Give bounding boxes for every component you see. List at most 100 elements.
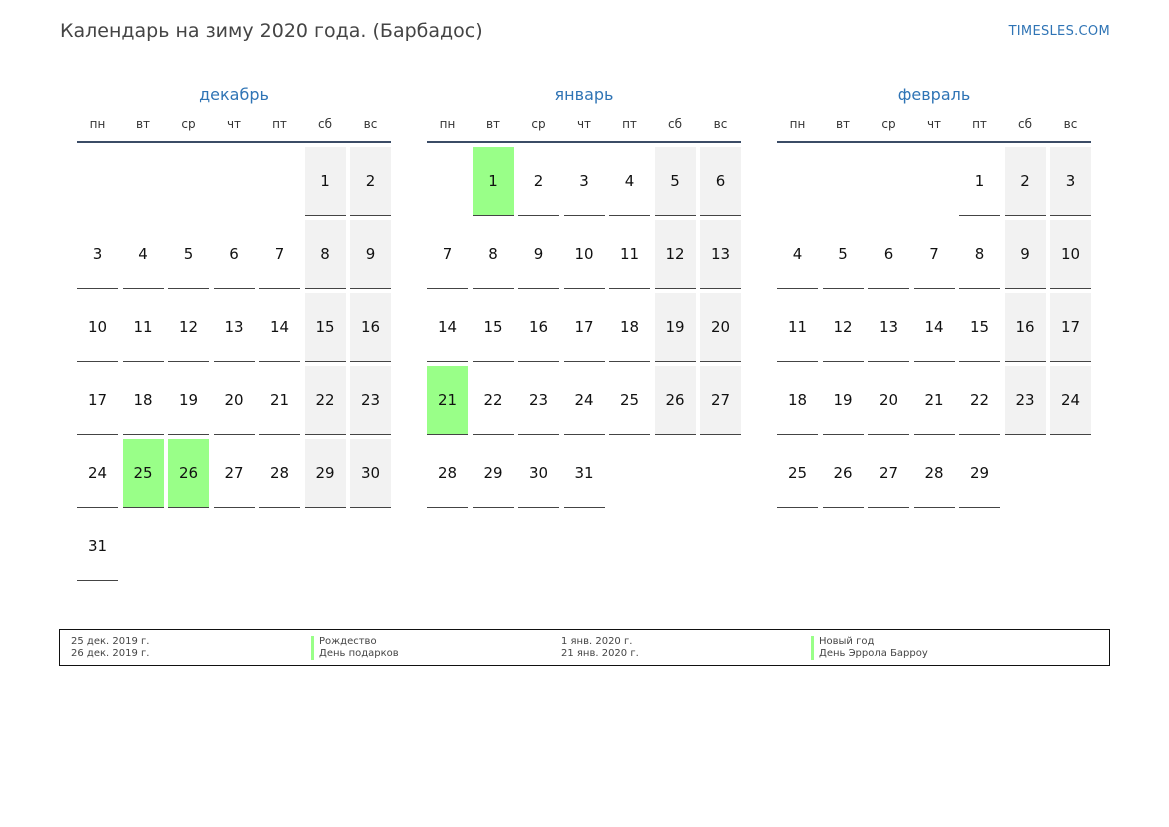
day-cell: 14 [259,293,300,362]
day-cell: 7 [259,220,300,289]
day-cell: 16 [518,293,559,362]
day-cell: 24 [1050,366,1091,435]
day-cell: 19 [822,366,864,435]
legend-holiday-name: Новый год [811,636,928,648]
day-cell: 18 [609,293,650,362]
day-cell: 5 [822,220,864,289]
day-cell: 8 [959,220,1000,289]
day-grid: 1 2 3 4 5 6 7 8 9 10 11 12 13 14 15 16 17 18 19 20 21 22 23 24 2… [777,147,1091,508]
holiday-legend: 25 дек. 2019 г. 26 дек. 2019 г. Рождеств… [59,629,1110,666]
day-cell: 19 [168,366,209,435]
day-cell: 26 [822,439,864,508]
day-cell: 28 [259,439,300,508]
day-cell: 12 [822,293,864,362]
weekday-label: вс [1063,117,1078,131]
day-cell: 31 [77,512,118,581]
day-cell: 13 [700,220,741,289]
legend-date: 25 дек. 2019 г. [71,636,150,647]
day-cell: 12 [168,293,209,362]
day-cell: 3 [563,147,605,216]
weekday-label: пн [439,117,456,131]
month-title: декабрь [199,85,269,104]
day-cell: 29 [304,439,346,508]
day-cell: 9 [350,220,391,289]
day-cell: 12 [654,220,696,289]
day-cell: 26 [168,439,209,508]
month-3: февраль пн вт ср чт пт сб вс 1 2 3 4 5 6 7 8 9 10 11 12 13 14… [777,84,1091,508]
day-cell: 13 [868,293,909,362]
day-cell: 11 [122,293,164,362]
day-cell: 21 [259,366,300,435]
day-cell: 22 [959,366,1000,435]
day-cell: 29 [959,439,1000,508]
weekday-label: вт [835,117,851,131]
day-cell: 30 [350,439,391,508]
weekday-label: чт [576,117,592,131]
day-cell: 9 [518,220,559,289]
day-cell: 11 [777,293,818,362]
day-cell: 2 [350,147,391,216]
day-cell: 27 [700,366,741,435]
day-cell: 1 [472,147,514,216]
day-cell: 21 [427,366,468,435]
day-cell: 4 [122,220,164,289]
day-cell: 18 [122,366,164,435]
day-cell: 15 [959,293,1000,362]
day-cell: 27 [868,439,909,508]
day-cell: 23 [350,366,391,435]
day-cell: 25 [609,366,650,435]
weekday-label: чт [226,117,242,131]
day-cell: 11 [609,220,650,289]
day-cell: 10 [1050,220,1091,289]
day-cell: 10 [563,220,605,289]
weekday-label: вт [485,117,501,131]
legend-holiday-name: Рождество [311,636,399,648]
day-cell: 29 [472,439,514,508]
month-1: декабрь пн вт ср чт пт сб вс 1 2 3 4 5 6 7 8 9 10 11 12 13 14… [77,84,391,581]
day-cell: 20 [213,366,255,435]
site-link[interactable]: TIMESLES.COM [1008,24,1110,39]
day-cell: 19 [654,293,696,362]
day-grid: 1 2 3 4 5 6 7 8 9 10 11 12 13 14 15 16 17 18 19 20 21 22 23 24 2… [427,147,741,508]
day-cell: 3 [77,220,118,289]
day-cell: 10 [77,293,118,362]
month-2: январь пн вт ср чт пт сб вс 1 2 3 4 5 6 7 8 9 10 11 12 13 14 1… [427,84,741,508]
day-cell: 31 [563,439,605,508]
legend-dates-col-1: 25 дек. 2019 г. 26 дек. 2019 г. [71,636,149,660]
weekday-label: пт [272,117,287,131]
day-cell: 22 [472,366,514,435]
day-cell: 15 [304,293,346,362]
day-cell: 1 [304,147,346,216]
day-cell: 26 [654,366,696,435]
day-cell: 30 [518,439,559,508]
day-cell: 7 [427,220,468,289]
day-cell: 16 [1004,293,1046,362]
weekday-label: ср [531,117,546,131]
legend-dates-col-2: 1 янв. 2020 г. 21 янв. 2020 г. [561,636,639,660]
day-cell: 23 [518,366,559,435]
day-cell: 23 [1004,366,1046,435]
day-cell: 8 [472,220,514,289]
day-cell: 24 [77,439,118,508]
day-cell: 13 [213,293,255,362]
legend-date: 21 янв. 2020 г. [561,648,639,659]
weekday-label: пт [622,117,637,131]
day-cell: 2 [518,147,559,216]
day-cell: 2 [1004,147,1046,216]
day-cell: 27 [213,439,255,508]
day-cell: 21 [913,366,955,435]
weekday-header: пн вт ср чт пт сб вс [77,115,391,143]
day-cell: 1 [959,147,1000,216]
day-cell: 20 [700,293,741,362]
day-cell: 28 [913,439,955,508]
legend-date: 26 дек. 2019 г. [71,648,150,659]
weekday-label: вс [363,117,378,131]
day-cell: 5 [654,147,696,216]
weekday-label: пн [89,117,106,131]
day-cell: 6 [700,147,741,216]
month-title: февраль [897,85,971,104]
day-cell: 17 [563,293,605,362]
day-cell: 15 [472,293,514,362]
weekday-label: вт [135,117,151,131]
weekday-label: сб [668,117,682,131]
